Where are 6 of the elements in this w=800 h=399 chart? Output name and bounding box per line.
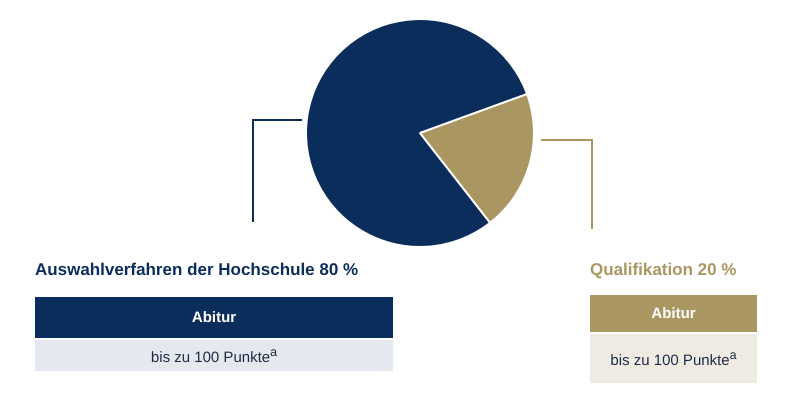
slice-label: Qualifikation 20 % (590, 260, 736, 280)
slice-label: Auswahlverfahren der Hochschule 80 % (35, 260, 358, 280)
text: Abitur (590, 295, 757, 332)
text: bis zu 100 Punkte$^{a}$ (150, 345, 278, 366)
text: Abitur (35, 297, 393, 338)
text: bis zu 100 Punkte$^{a}$ (610, 348, 737, 369)
